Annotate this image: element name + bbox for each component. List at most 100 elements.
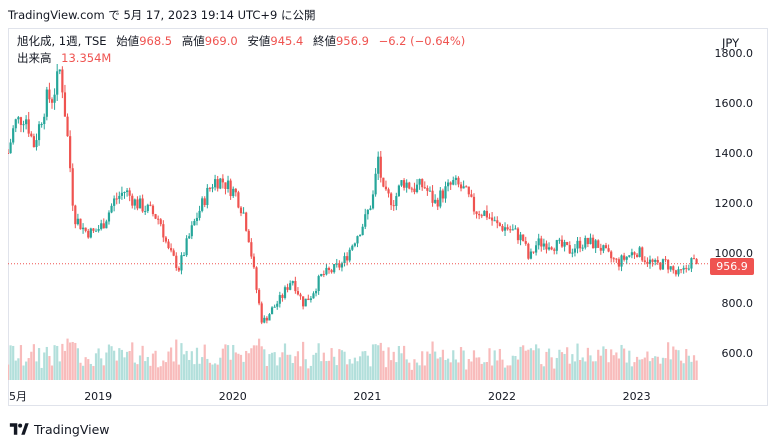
candle-body: [687, 268, 690, 270]
candle-body: [317, 276, 320, 291]
candle-body: [656, 259, 659, 263]
symbol-label[interactable]: 旭化成, 1週, TSE: [17, 34, 107, 48]
candle-body: [138, 198, 142, 209]
chart-frame[interactable]: [8, 28, 768, 406]
candle-body: [630, 252, 633, 256]
volume-bar: [514, 355, 517, 380]
candle-body: [84, 227, 87, 231]
price-chart[interactable]: 600.0 800.0 1000.0 1200.0 1400.0 1600.0 1800.0…: [8, 28, 768, 406]
candle-body: [164, 237, 168, 242]
volume-bar: [175, 339, 178, 380]
time-axis-label: 2019: [84, 390, 112, 403]
currency-label[interactable]: JPY: [722, 36, 740, 50]
candle-body: [527, 243, 530, 259]
volume-bar: [12, 345, 15, 380]
volume-bar: [56, 345, 59, 380]
open-label: 始値: [116, 34, 140, 48]
candle-body: [239, 207, 243, 214]
candle-body: [496, 220, 499, 224]
volume-bar: [446, 358, 450, 380]
volume-bar: [335, 365, 338, 380]
volume-bar: [76, 348, 79, 380]
candle-body: [320, 273, 323, 277]
candle-body: [467, 186, 470, 195]
candle-body: [25, 119, 28, 125]
candle-body: [14, 119, 17, 129]
volume-bar: [503, 367, 507, 380]
volume-bar: [667, 342, 670, 380]
volume-bar: [265, 365, 268, 380]
volume-bar: [599, 355, 602, 380]
volume-bar: [630, 366, 633, 380]
time-axis-label: 5月: [9, 390, 27, 403]
candle-body: [322, 273, 325, 275]
candle-body: [208, 187, 212, 189]
volume-bar: [92, 366, 95, 380]
candle-body: [283, 287, 287, 298]
candle-body: [242, 212, 245, 214]
candle-body: [563, 242, 566, 247]
candle-body: [296, 291, 300, 295]
candle-body: [400, 180, 403, 186]
candle-body: [617, 259, 621, 267]
candle-body: [690, 258, 693, 269]
candle-body: [92, 228, 95, 231]
candle-body: [547, 247, 551, 250]
candle-body: [276, 303, 279, 307]
candle-body: [465, 186, 468, 188]
volume-bar: [107, 344, 111, 380]
candle-body: [232, 188, 235, 197]
candle-body: [252, 256, 256, 268]
candle-body: [56, 71, 59, 95]
volume-bar: [32, 344, 35, 380]
candle-body: [607, 248, 610, 252]
candle-body: [573, 248, 577, 253]
chart-legend: 旭化成, 1週, TSE 始値968.5 高値969.0 安値945.4 終値9…: [17, 33, 465, 67]
volume-bar: [79, 362, 82, 380]
volume-bar: [679, 360, 683, 380]
volume-bar: [615, 352, 618, 380]
volume-bar: [677, 350, 680, 380]
time-axis-label: 2022: [488, 390, 516, 403]
candle-body: [395, 196, 398, 206]
candle-body: [410, 188, 413, 190]
volume-bar: [50, 365, 54, 380]
volume-bar: [120, 349, 124, 380]
candle-body: [441, 190, 445, 199]
candle-body: [229, 180, 232, 197]
volume-bar: [550, 357, 553, 380]
volume-bar: [568, 363, 571, 380]
volume-bar: [656, 356, 659, 380]
candle-body: [22, 124, 25, 126]
candle-body: [581, 247, 584, 249]
candle-body: [195, 217, 199, 221]
candle-body: [9, 142, 12, 154]
volume-bar: [377, 345, 380, 380]
candle-body: [338, 263, 341, 268]
candle-body: [674, 270, 677, 275]
candle-body: [123, 192, 126, 194]
volume-bar: [607, 362, 610, 380]
candle-body: [128, 190, 131, 196]
candle-body: [462, 186, 465, 189]
volume-bar: [252, 345, 256, 380]
volume-bar: [682, 363, 685, 380]
tradingview-logo-icon[interactable]: [8, 421, 30, 437]
brand-name[interactable]: TradingView: [34, 421, 110, 437]
candle-body: [133, 199, 136, 206]
volume-bar: [247, 353, 250, 380]
volume-bar: [343, 351, 346, 380]
volume-bar: [426, 351, 429, 380]
candle-body: [309, 298, 312, 301]
price-axis-label: 600.0: [722, 347, 754, 360]
candle-body: [535, 245, 538, 253]
volume-bar: [480, 363, 483, 380]
ohlc-row: 旭化成, 1週, TSE 始値968.5 高値969.0 安値945.4 終値9…: [17, 33, 465, 50]
candle-body: [162, 224, 165, 238]
candle-body: [415, 184, 419, 193]
volume-bar: [669, 359, 672, 380]
volume-bar: [211, 364, 214, 380]
volume-bar: [369, 366, 372, 380]
volume-bar: [102, 365, 105, 380]
candle-body: [89, 228, 92, 238]
